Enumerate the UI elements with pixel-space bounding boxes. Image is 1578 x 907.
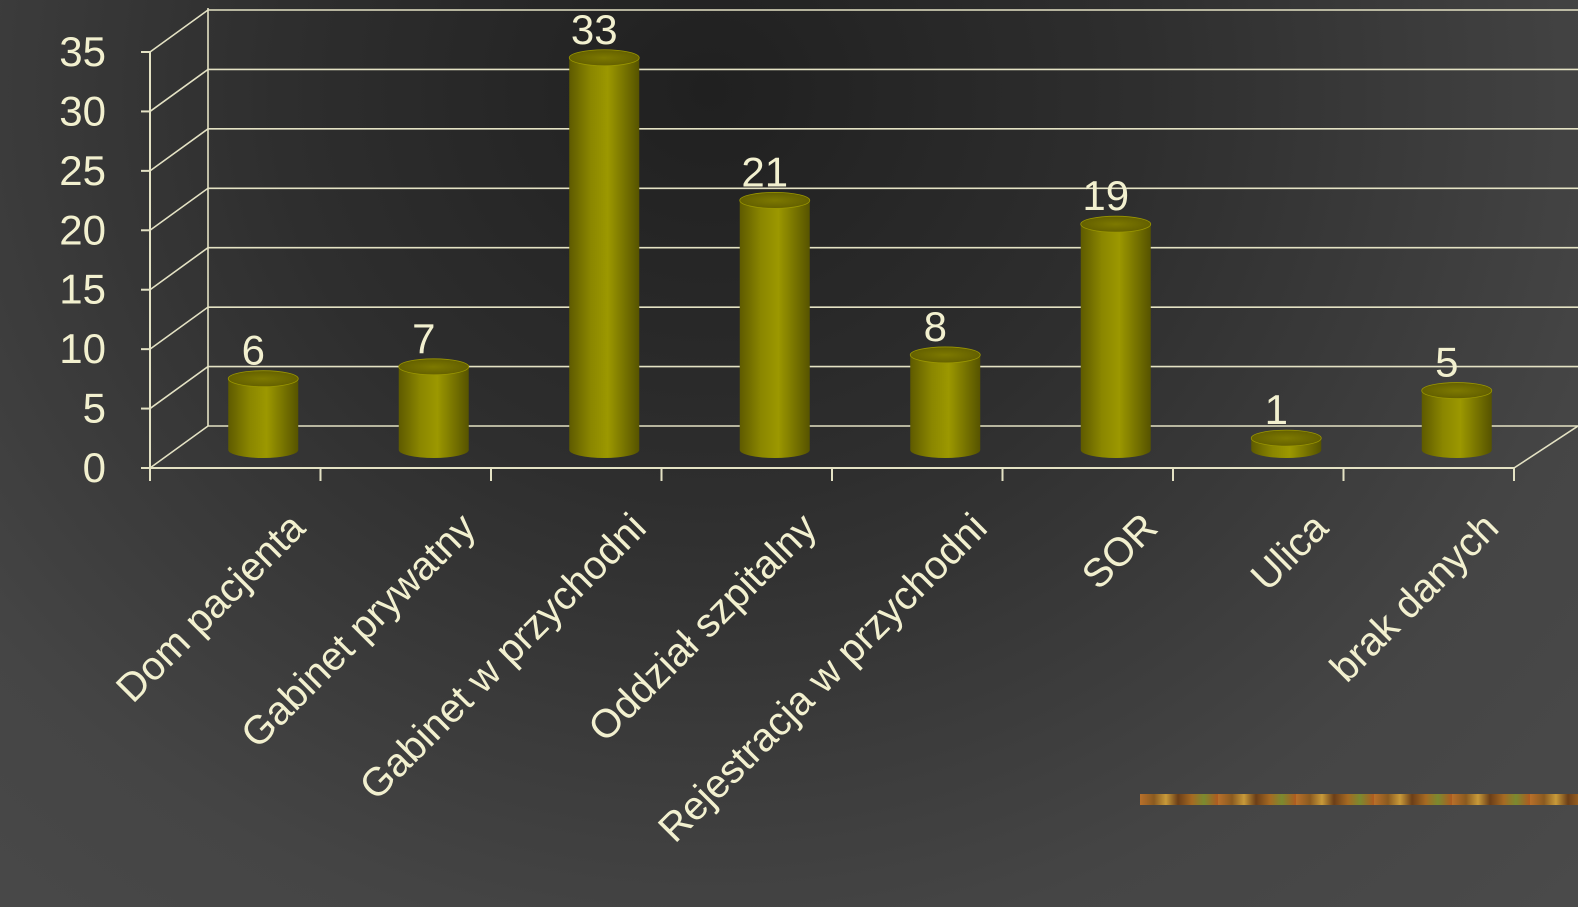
- bar-body: [1421, 390, 1492, 458]
- value-label-4: 21: [741, 148, 788, 195]
- value-label-7: 1: [1265, 386, 1288, 433]
- bar-body: [228, 378, 299, 458]
- bar-top: [568, 49, 640, 67]
- category-label-7: Ulica: [1243, 505, 1338, 600]
- bar-4: [739, 191, 811, 458]
- bar-body: [1080, 224, 1151, 458]
- axes: [141, 8, 1578, 481]
- value-label-2: 7: [412, 315, 435, 362]
- gridlines: [149, 9, 1578, 469]
- bar-body: [398, 366, 469, 458]
- category-label-6: SOR: [1074, 505, 1166, 597]
- bar-7: [1250, 429, 1322, 458]
- bar-1: [227, 370, 299, 458]
- y-tick-label-5: 5: [83, 385, 106, 432]
- value-label-8: 5: [1435, 339, 1458, 386]
- value-labels: 6 7 33 21 8 19 1 5: [242, 6, 1459, 433]
- category-label-3: Gabinet w przychodni: [352, 505, 655, 808]
- y-tick-label-30: 30: [59, 87, 106, 134]
- bar-body: [910, 354, 981, 458]
- gridline-35: [149, 9, 1578, 53]
- bar-2: [398, 358, 470, 458]
- y-tick-label-35: 35: [59, 28, 106, 75]
- bar-top: [1080, 215, 1152, 233]
- decorative-strip-image: [1140, 794, 1578, 805]
- gridline-10: [149, 306, 1578, 350]
- gridline-5: [149, 365, 1578, 410]
- bars: [227, 49, 1493, 459]
- value-label-5: 8: [924, 303, 947, 350]
- bar-top: [227, 370, 299, 388]
- bar-top: [909, 346, 981, 364]
- y-tick-label-10: 10: [59, 325, 106, 372]
- y-axis-ticks: 0 5 10 15 20 25 30 35: [59, 28, 150, 491]
- bar-6: [1080, 215, 1152, 458]
- bar-body: [569, 57, 640, 459]
- gridline-15: [149, 246, 1578, 291]
- y-tick-label-20: 20: [59, 206, 106, 253]
- gridline-25: [149, 128, 1578, 172]
- value-label-1: 6: [242, 327, 265, 374]
- y-tick-label-0: 0: [83, 444, 106, 491]
- y-tick-label-25: 25: [59, 147, 106, 194]
- category-label-5: Rejestracja w przychodni: [650, 505, 996, 851]
- value-label-3: 33: [571, 6, 618, 53]
- bar-8: [1421, 382, 1493, 458]
- bar-body: [739, 200, 810, 458]
- bar-top: [739, 191, 811, 209]
- gridline-30: [149, 68, 1578, 113]
- gridline-20: [149, 187, 1578, 231]
- bar-top: [1421, 382, 1493, 399]
- bar-top: [398, 358, 470, 376]
- bar-5: [909, 346, 981, 458]
- category-label-8: brak danych: [1322, 505, 1507, 690]
- value-label-6: 19: [1082, 172, 1129, 219]
- y-tick-label-15: 15: [59, 266, 106, 313]
- bar-3: [568, 49, 640, 459]
- bar-body: [1251, 438, 1322, 458]
- bar-top: [1250, 429, 1322, 447]
- floor-right-edge: [1513, 425, 1578, 469]
- gridline-0: [149, 425, 1578, 469]
